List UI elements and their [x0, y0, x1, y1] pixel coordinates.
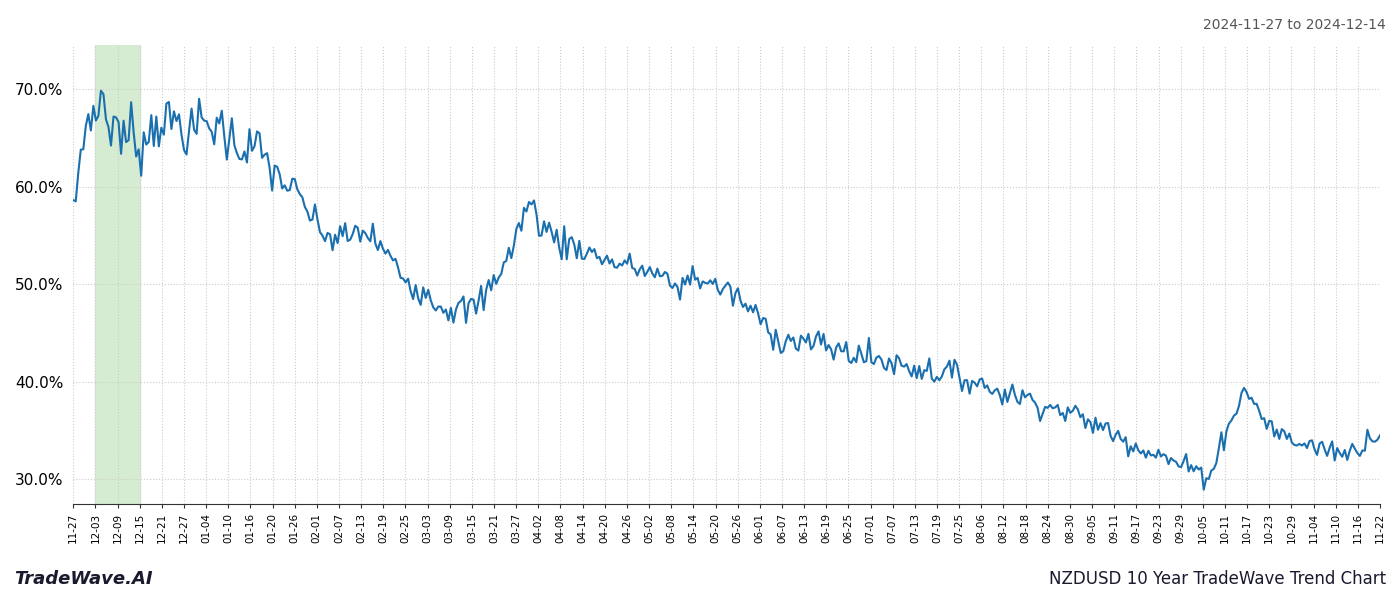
Text: NZDUSD 10 Year TradeWave Trend Chart: NZDUSD 10 Year TradeWave Trend Chart — [1049, 570, 1386, 588]
Text: 2024-11-27 to 2024-12-14: 2024-11-27 to 2024-12-14 — [1203, 18, 1386, 32]
Text: TradeWave.AI: TradeWave.AI — [14, 570, 153, 588]
Bar — [95, 45, 140, 504]
